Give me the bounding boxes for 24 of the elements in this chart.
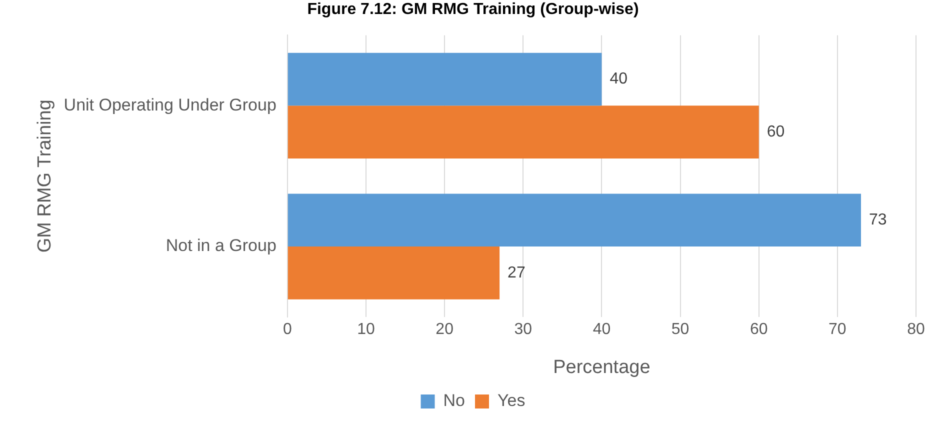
chart-title: Figure 7.12: GM RMG Training (Group-wise) xyxy=(306,0,640,20)
y-tick-label: Not in a Group xyxy=(166,236,276,256)
x-tick-label: 20 xyxy=(436,321,454,338)
x-tick-label: 60 xyxy=(750,321,768,338)
x-tick-label: 40 xyxy=(592,321,611,338)
bar xyxy=(288,246,500,300)
bar xyxy=(288,52,602,106)
bar xyxy=(288,194,861,247)
y-axis-title: GM RMG Training xyxy=(34,100,56,253)
x-tick-label: 70 xyxy=(828,321,846,338)
data-label: 40 xyxy=(610,70,628,88)
bar xyxy=(288,106,759,158)
x-tick-label: 0 xyxy=(282,321,292,338)
legend-label: No xyxy=(443,391,465,410)
x-tick-label: 50 xyxy=(671,321,690,338)
legend-label: Yes xyxy=(498,391,526,410)
data-label: 60 xyxy=(766,123,785,140)
data-label: 73 xyxy=(869,212,887,229)
data-label: 27 xyxy=(508,264,526,282)
x-axis-title: Percentage xyxy=(553,356,650,378)
y-tick-label: Unit Operating Under Group xyxy=(64,95,276,114)
x-tick-label: 10 xyxy=(357,321,375,338)
x-tick-label: 80 xyxy=(907,321,925,338)
x-tick-label: 30 xyxy=(514,321,532,338)
